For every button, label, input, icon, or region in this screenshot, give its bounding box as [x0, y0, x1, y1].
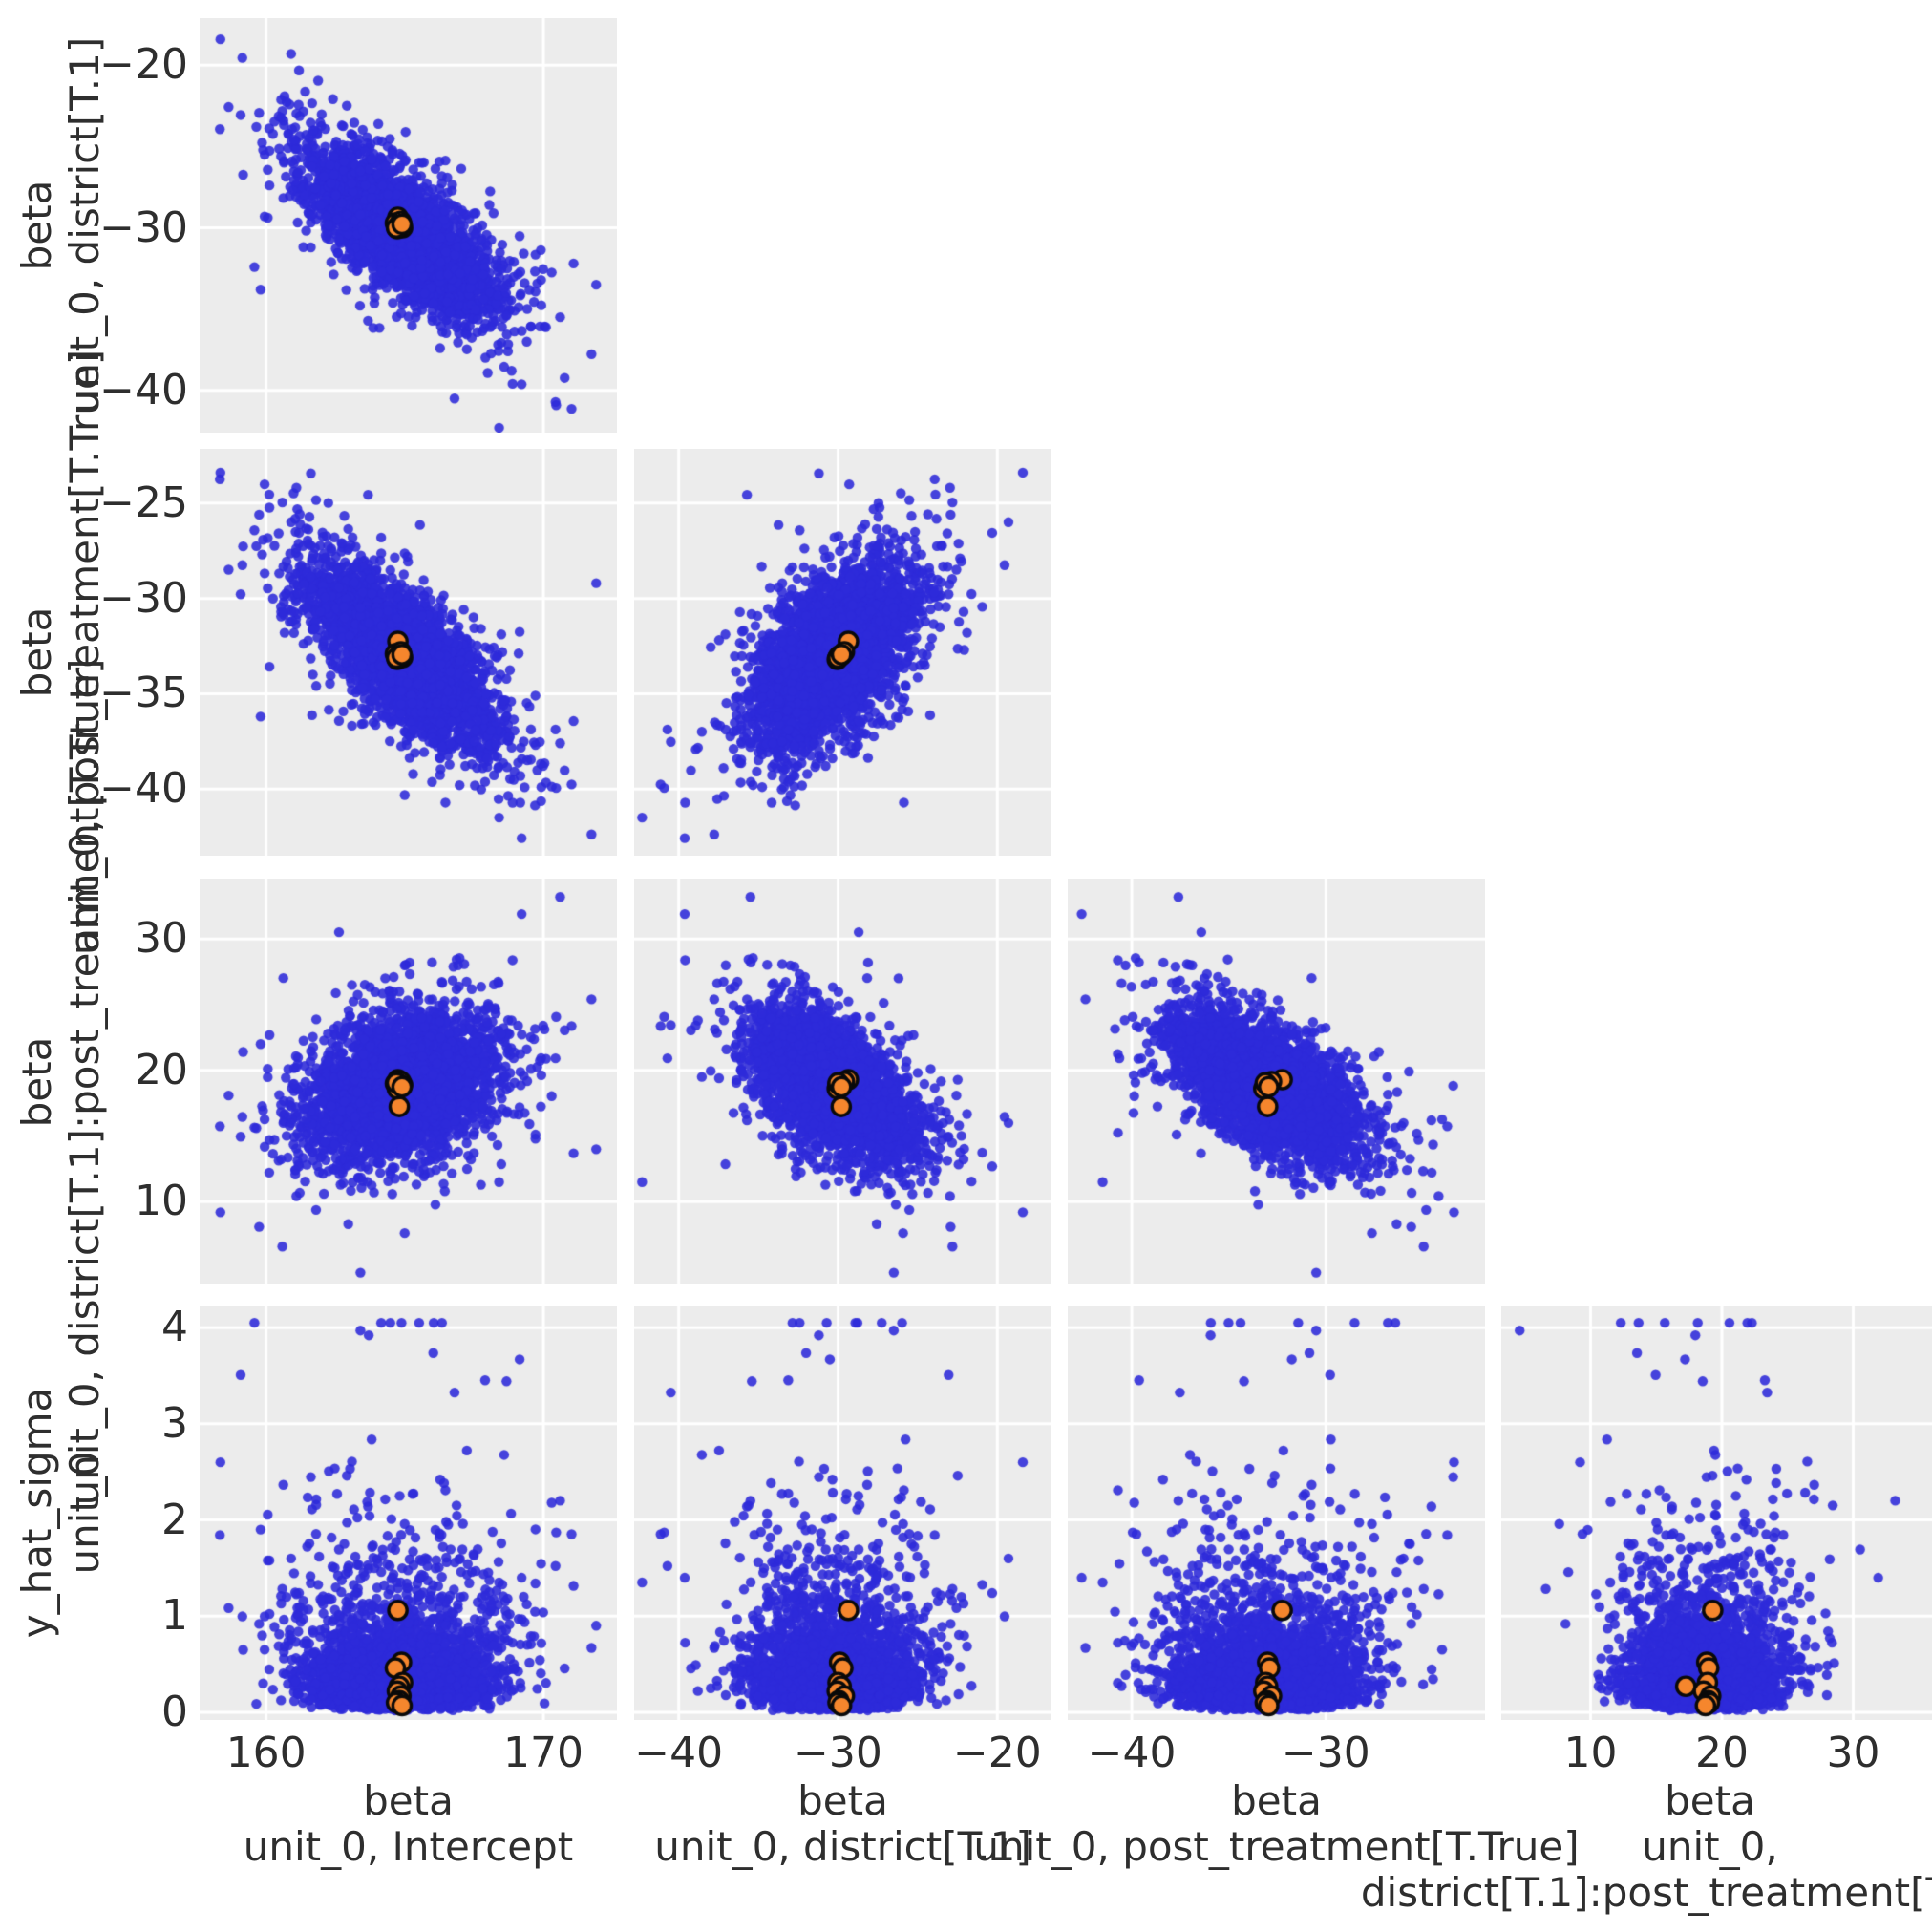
x-axis-label-col4: beta unit_0, district[T.1]:post_treatmen…	[1360, 1777, 1932, 1916]
scatter-panel-r3c2	[634, 879, 1051, 1284]
scatter-panel-r4c1	[200, 1306, 617, 1720]
y-tick-label: −30	[99, 202, 188, 252]
y-tick-label: 4	[161, 1303, 188, 1352]
scatter-panel-r4c2	[634, 1306, 1051, 1720]
x-tick-label: −30	[1281, 1729, 1370, 1777]
y-tick-label: 1	[161, 1591, 188, 1641]
y-axis-label-row4: y_hat_sigma unit_0	[13, 1387, 108, 1639]
y-axis-label-row3: beta unit_0, district[T.1]:post_treatmen…	[13, 657, 108, 1506]
y-tick-label: 3	[161, 1398, 188, 1448]
scatter-canvas-r3c2	[634, 879, 1051, 1284]
x-tick-label: −40	[1087, 1729, 1177, 1777]
x-axis-label-col2: beta unit_0, district[T.1]	[654, 1777, 1031, 1870]
y-tick-label: −40	[99, 764, 188, 814]
scatter-canvas-r2c1	[200, 449, 617, 856]
x-axis-label-col1: beta unit_0, Intercept	[243, 1777, 574, 1870]
scatter-panel-r2c2	[634, 449, 1051, 856]
scatter-panel-r3c1	[200, 879, 617, 1284]
x-tick-label: 30	[1826, 1729, 1880, 1777]
y-tick-label: −40	[99, 365, 188, 414]
scatter-canvas-r4c1	[200, 1306, 617, 1720]
y-tick-label: 10	[135, 1177, 188, 1226]
scatter-canvas-r2c2	[634, 449, 1051, 856]
scatter-canvas-r4c3	[1068, 1306, 1485, 1720]
y-tick-label: 2	[161, 1495, 188, 1544]
scatter-panel-r4c4	[1501, 1306, 1932, 1720]
x-tick-label: 20	[1695, 1729, 1749, 1777]
scatter-canvas-r3c1	[200, 879, 617, 1284]
scatter-panel-r2c1	[200, 449, 617, 856]
y-tick-label: −30	[99, 573, 188, 623]
y-tick-label: 0	[161, 1687, 188, 1736]
x-tick-label: −40	[634, 1729, 724, 1777]
x-tick-label: 160	[225, 1729, 307, 1777]
scatter-canvas-r4c4	[1501, 1306, 1932, 1720]
x-tick-label: 170	[503, 1729, 584, 1777]
scatter-panel-r1c1	[200, 18, 617, 433]
x-tick-label: −30	[794, 1729, 882, 1777]
y-tick-label: −20	[99, 40, 188, 90]
x-axis-label-col3: beta unit_0, post_treatment[T.True]	[973, 1777, 1580, 1870]
scatter-canvas-r4c2	[634, 1306, 1051, 1720]
scatter-panel-r3c3	[1068, 879, 1485, 1284]
scatter-canvas-r1c1	[200, 18, 617, 433]
scatter-panel-r4c3	[1068, 1306, 1485, 1720]
y-tick-label: 20	[135, 1045, 188, 1094]
y-tick-label: −35	[99, 669, 188, 718]
x-tick-label: −20	[952, 1729, 1042, 1777]
x-tick-label: 10	[1563, 1729, 1618, 1777]
y-tick-label: −25	[99, 478, 188, 527]
y-tick-label: 30	[135, 914, 188, 964]
scatter-canvas-r3c3	[1068, 879, 1485, 1284]
